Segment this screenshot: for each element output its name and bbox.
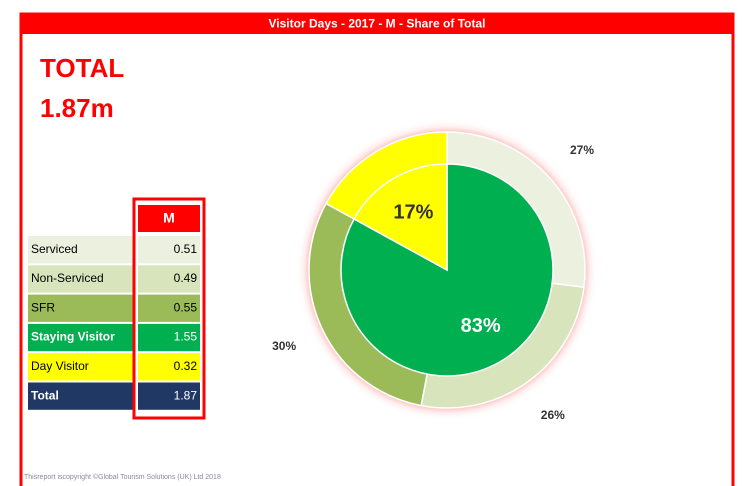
- table: M Serviced 0.51 Non-Serviced 0.49 SFR 0.55 Stay…: [28, 197, 206, 420]
- row-label: Serviced: [31, 242, 78, 256]
- row-value: 1.87: [174, 388, 198, 402]
- value-label: 26%: [541, 408, 565, 422]
- row-value-cell: [138, 294, 200, 322]
- column-highlight: [132, 197, 206, 420]
- chart-title: Visitor Days - 2017 - M - Share of Total: [269, 17, 486, 31]
- value-label: 83%: [461, 315, 501, 337]
- row-label: Total: [31, 388, 59, 402]
- row-label: Staying Visitor: [31, 330, 115, 344]
- table-header: M: [163, 210, 175, 226]
- footer: Thisreport iscopyright ©Global Tourism S…: [24, 473, 221, 481]
- row-value-cell: [138, 323, 200, 352]
- row-value-cell: [138, 353, 200, 381]
- row-value: 0.51: [174, 242, 198, 256]
- row-value-cell: [138, 236, 200, 264]
- row-value-cell: [138, 265, 200, 293]
- row-label-cell: [28, 353, 133, 381]
- table-header-cell: [138, 205, 200, 232]
- total-heading: TOTAL: [40, 53, 124, 83]
- row-value: 0.49: [174, 271, 198, 285]
- pie-slice: [353, 163, 448, 272]
- value-label: 30%: [272, 339, 296, 353]
- row-label: Day Visitor: [31, 359, 89, 373]
- value-label: 17%: [393, 201, 433, 223]
- row-label-cell: [28, 236, 133, 264]
- row-label-cell: [28, 382, 133, 410]
- total-value: 1.87m: [40, 93, 114, 123]
- row-label-cell: [28, 265, 133, 293]
- row-value: 1.55: [174, 330, 198, 344]
- pie: 27% 26% 30% 83% 17%: [272, 131, 594, 422]
- row-label: SFR: [31, 300, 55, 314]
- row-label-cell: [28, 323, 133, 352]
- row-value: 0.55: [174, 300, 198, 314]
- title-bar: [21, 14, 733, 34]
- row-value: 0.32: [174, 359, 198, 373]
- row-value-cell: [138, 382, 200, 410]
- row-label-cell: [28, 294, 133, 322]
- row-label: Non-Serviced: [31, 271, 104, 285]
- value-label: 27%: [570, 143, 594, 157]
